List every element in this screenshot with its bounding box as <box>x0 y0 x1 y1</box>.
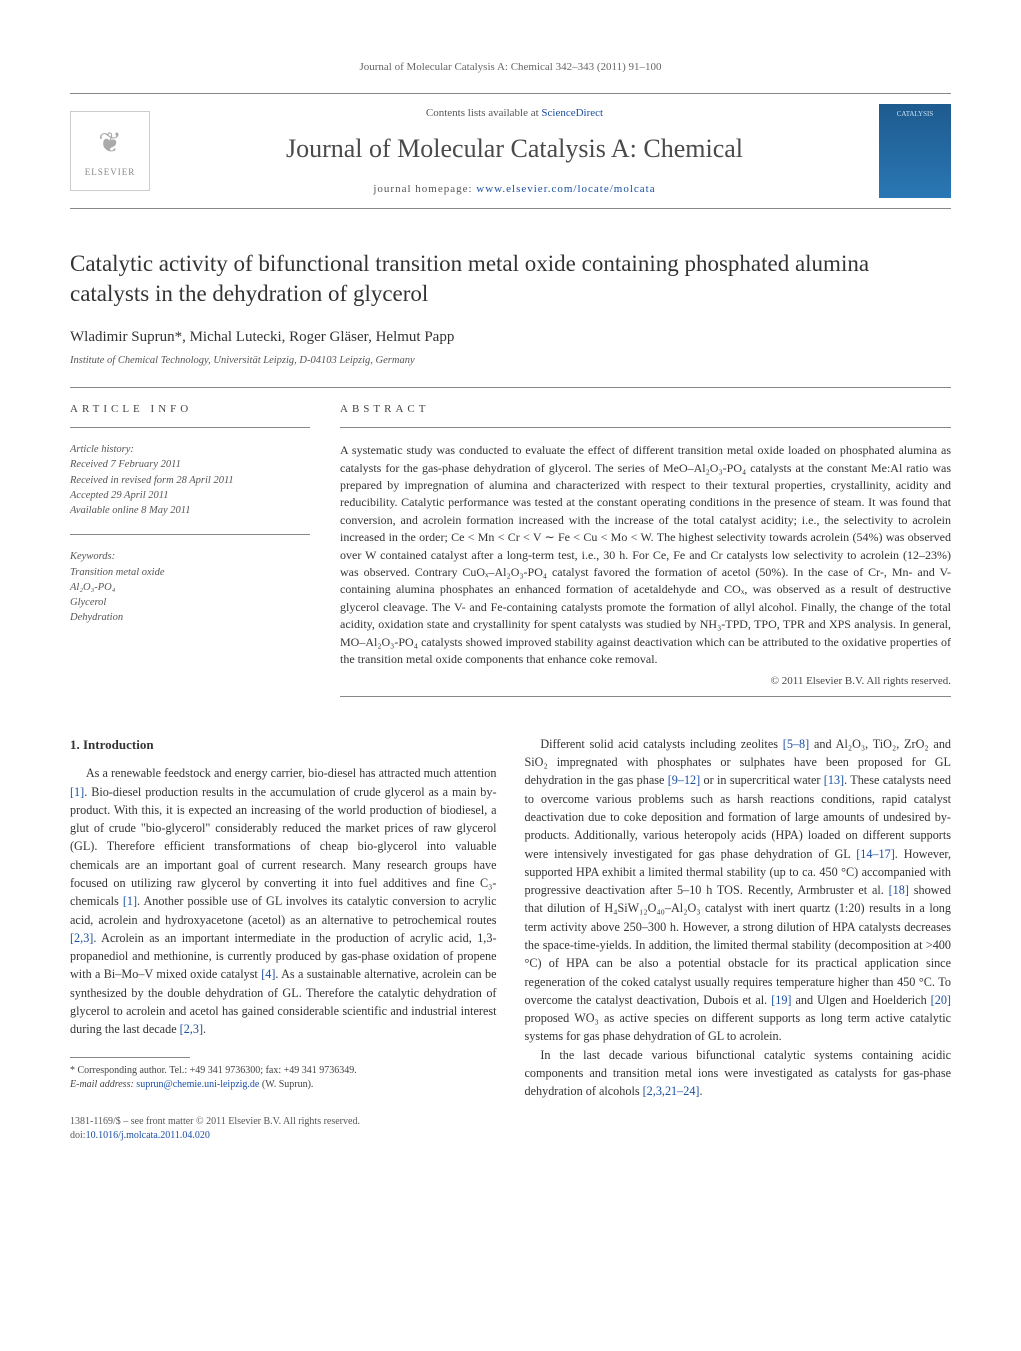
article-info-col: ARTICLE INFO Article history: Received 7… <box>70 402 310 711</box>
elsevier-logo: ❦ ELSEVIER <box>70 111 150 191</box>
abstract-body: A systematic study was conducted to eval… <box>340 442 951 668</box>
divider <box>70 534 310 535</box>
authors: Wladimir Suprun*, Michal Lutecki, Roger … <box>70 327 951 348</box>
affiliation: Institute of Chemical Technology, Univer… <box>70 354 951 369</box>
contents-prefix: Contents lists available at <box>426 107 541 119</box>
page-footer: 1381-1169/$ – see front matter © 2011 El… <box>70 1115 951 1143</box>
info-abstract-row: ARTICLE INFO Article history: Received 7… <box>70 402 951 711</box>
body-paragraph: Different solid acid catalysts including… <box>525 735 952 1046</box>
divider <box>70 427 310 428</box>
footnote-corr: * Corresponding author. Tel.: +49 341 97… <box>70 1064 497 1078</box>
keyword: Al₂O₃-PO₄ <box>70 580 310 595</box>
body-paragraph: In the last decade various bifunctional … <box>525 1046 952 1101</box>
keywords-block: Keywords: Transition metal oxide Al₂O₃-P… <box>70 549 310 625</box>
divider <box>340 427 951 428</box>
history-revised: Received in revised form 28 April 2011 <box>70 475 234 486</box>
article-info-heading: ARTICLE INFO <box>70 402 310 417</box>
sciencedirect-link[interactable]: ScienceDirect <box>541 107 603 119</box>
contents-line: Contents lists available at ScienceDirec… <box>164 106 865 121</box>
journal-name: Journal of Molecular Catalysis A: Chemic… <box>164 131 865 167</box>
publisher-name: ELSEVIER <box>85 166 136 179</box>
footnote-email-label: E-mail address: <box>70 1079 136 1090</box>
footer-doi-prefix: doi: <box>70 1130 86 1141</box>
keyword: Dehydration <box>70 610 310 625</box>
masthead-center: Contents lists available at ScienceDirec… <box>150 106 879 197</box>
corresponding-author-footnote: * Corresponding author. Tel.: +49 341 97… <box>70 1064 497 1092</box>
masthead: ❦ ELSEVIER Contents lists available at S… <box>70 93 951 209</box>
article-history: Article history: Received 7 February 201… <box>70 442 310 518</box>
footnote-rule <box>70 1057 190 1058</box>
abstract-col: ABSTRACT A systematic study was conducte… <box>340 402 951 711</box>
history-label: Article history: <box>70 444 134 455</box>
page-root: Journal of Molecular Catalysis A: Chemic… <box>0 0 1021 1183</box>
history-received: Received 7 February 2011 <box>70 459 181 470</box>
running-head: Journal of Molecular Catalysis A: Chemic… <box>70 60 951 75</box>
history-accepted: Accepted 29 April 2011 <box>70 490 168 501</box>
history-online: Available online 8 May 2011 <box>70 505 191 516</box>
homepage-line: journal homepage: www.elsevier.com/locat… <box>164 182 865 197</box>
footer-front-matter: 1381-1169/$ – see front matter © 2011 El… <box>70 1115 360 1129</box>
footer-left: 1381-1169/$ – see front matter © 2011 El… <box>70 1115 360 1143</box>
abstract-copyright: © 2011 Elsevier B.V. All rights reserved… <box>340 674 951 689</box>
homepage-link[interactable]: www.elsevier.com/locate/molcata <box>476 183 655 195</box>
section-number: 1. <box>70 737 80 752</box>
keywords-label: Keywords: <box>70 551 115 562</box>
footnote-email-suffix: (W. Suprun). <box>259 1079 313 1090</box>
tree-icon: ❦ <box>98 124 121 163</box>
section-heading: 1. Introduction <box>70 735 497 755</box>
article-title: Catalytic activity of bifunctional trans… <box>70 249 951 309</box>
abstract-heading: ABSTRACT <box>340 402 951 417</box>
section-title: Introduction <box>83 737 154 752</box>
journal-cover-thumbnail: CATALYSIS <box>879 104 951 198</box>
footnote-email-link[interactable]: suprun@chemie.uni-leipzig.de <box>136 1079 259 1090</box>
body-columns: 1. Introduction As a renewable feedstock… <box>70 735 951 1101</box>
body-paragraph: As a renewable feedstock and energy carr… <box>70 764 497 1038</box>
homepage-prefix: journal homepage: <box>373 183 476 195</box>
keyword: Transition metal oxide <box>70 565 310 580</box>
divider <box>70 387 951 388</box>
doi-link[interactable]: 10.1016/j.molcata.2011.04.020 <box>86 1130 210 1141</box>
divider <box>340 696 951 697</box>
keyword: Glycerol <box>70 595 310 610</box>
